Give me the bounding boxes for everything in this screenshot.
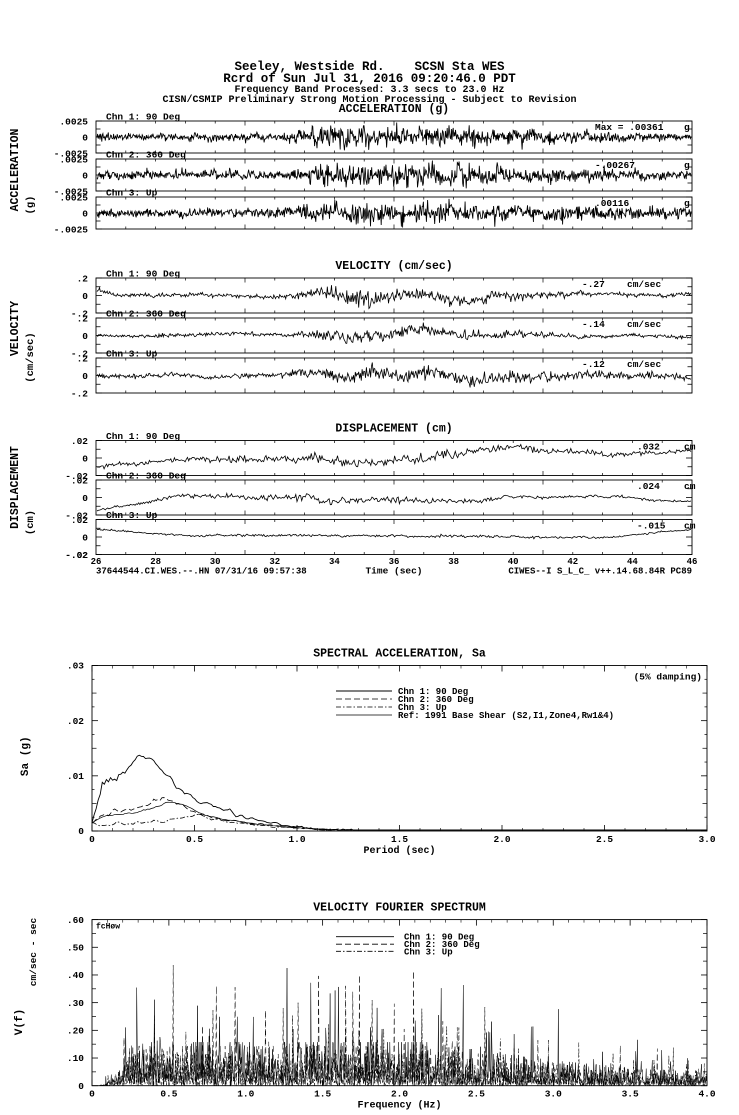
svg-text:3.5: 3.5 [622, 1089, 639, 1100]
svg-text:fcHøw: fcHøw [96, 923, 120, 932]
svg-text:2.5: 2.5 [468, 1089, 485, 1100]
svg-text:VELOCITY FOURIER SPECTRUM: VELOCITY FOURIER SPECTRUM [313, 902, 486, 915]
svg-text:.30: .30 [67, 998, 84, 1009]
svg-text:3.0: 3.0 [545, 1089, 562, 1100]
svg-text:.10: .10 [67, 1053, 84, 1064]
svg-text:1.5: 1.5 [314, 1089, 331, 1100]
svg-text:.60: .60 [67, 915, 84, 926]
svg-text:0: 0 [78, 1081, 84, 1092]
svg-text:1.0: 1.0 [237, 1089, 254, 1100]
svg-text:.50: .50 [67, 942, 84, 953]
svg-text:4.0: 4.0 [698, 1089, 715, 1100]
svg-text:.20: .20 [67, 1026, 84, 1037]
svg-text:cm/sec - sec: cm/sec - sec [28, 918, 39, 987]
svg-text:V(f): V(f) [14, 1009, 26, 1035]
svg-text:.40: .40 [67, 970, 84, 981]
svg-text:0.5: 0.5 [160, 1089, 177, 1100]
svg-text:Chn 3: Up: Chn 3: Up [404, 947, 453, 957]
svg-text:0: 0 [89, 1089, 95, 1100]
svg-text:Frequency (Hz): Frequency (Hz) [357, 1100, 441, 1112]
svg-text:2.0: 2.0 [391, 1089, 408, 1100]
